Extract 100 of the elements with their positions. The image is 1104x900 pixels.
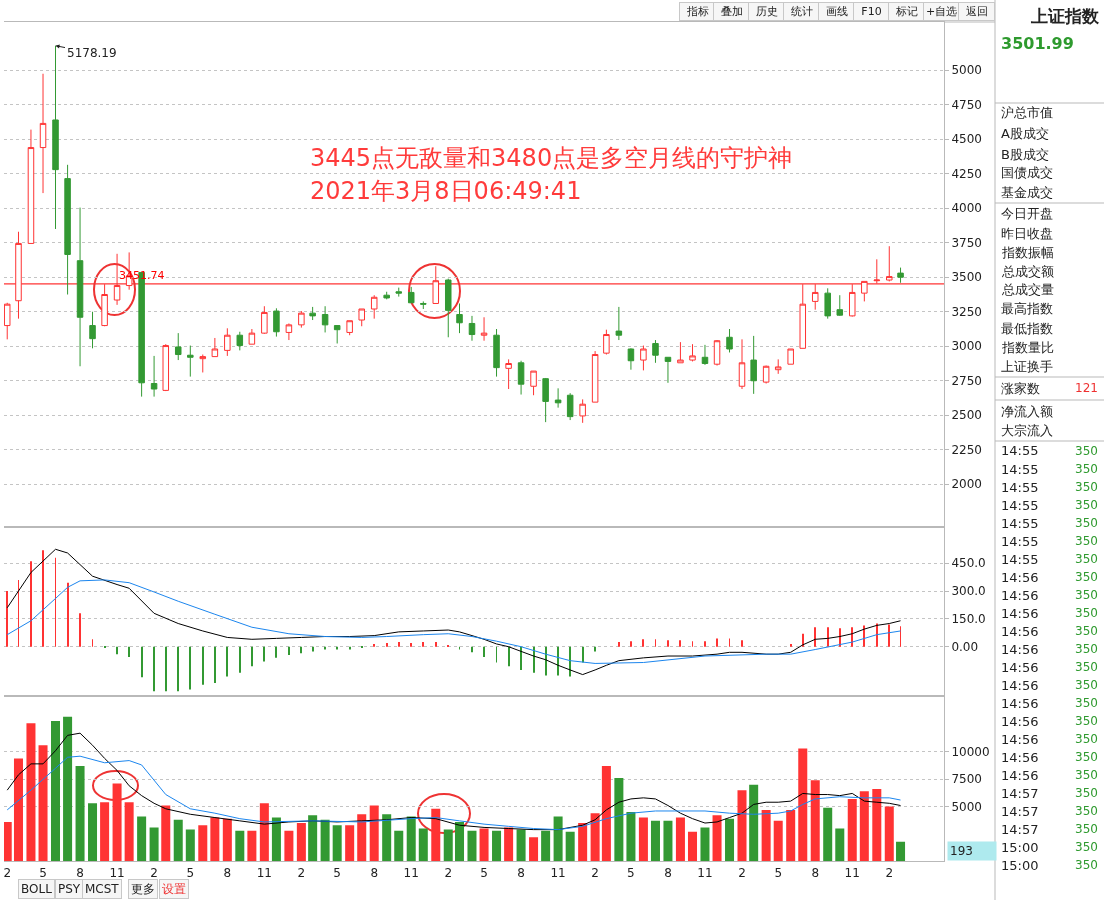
bar — [798, 748, 808, 862]
candlestick — [383, 291, 390, 300]
x-tick-label: 2 — [3, 865, 12, 880]
x-tick-label: 11 — [844, 865, 860, 880]
bar — [888, 624, 890, 647]
text: 昨日收盘 — [1001, 226, 1053, 241]
text: 350 — [1075, 570, 1098, 584]
bar — [479, 828, 489, 862]
text: 14:56 — [1001, 624, 1039, 639]
text: 350 — [1075, 822, 1098, 836]
candlestick — [640, 345, 647, 371]
candlestick — [407, 286, 415, 304]
candlestick — [187, 345, 194, 378]
candlestick — [432, 265, 440, 304]
x-tick-label: 8 — [811, 865, 820, 880]
annotation: 2021年3月8日06:49:41 — [310, 177, 582, 205]
candlestick — [309, 306, 316, 321]
candlestick — [799, 283, 807, 349]
line-series — [6, 548, 902, 676]
candlestick — [579, 398, 586, 424]
text: 15:00 — [1001, 840, 1039, 855]
candlestick — [468, 315, 476, 342]
x-tick-label: 5 — [39, 865, 47, 880]
bar — [189, 646, 191, 690]
bar — [373, 643, 375, 647]
bar — [679, 640, 681, 647]
bar — [614, 778, 624, 862]
candlestick — [248, 328, 256, 345]
bar — [810, 780, 820, 862]
y-tick-label: 3250 — [951, 304, 982, 319]
bar — [336, 646, 338, 650]
text: 14:57 — [1001, 822, 1039, 837]
text: 返回 — [965, 5, 988, 18]
y-tick-label: 3000 — [951, 339, 982, 354]
bar — [222, 818, 232, 862]
text: 350 — [1075, 696, 1098, 710]
bar — [177, 646, 179, 692]
text: 国债成交 — [1001, 165, 1053, 180]
text: 大宗流入 — [1001, 423, 1053, 438]
text: 14:55 — [1001, 480, 1039, 495]
candlestick — [886, 245, 893, 282]
bar — [38, 745, 48, 862]
bar — [67, 582, 69, 647]
text: 基金成交 — [1001, 185, 1053, 200]
bar — [26, 723, 36, 862]
candlestick — [444, 278, 452, 338]
bar — [284, 830, 294, 862]
candlestick — [101, 283, 108, 327]
text: 350 — [1075, 588, 1098, 602]
bar — [835, 828, 845, 862]
bar — [149, 827, 159, 862]
bar — [773, 820, 783, 862]
bar — [247, 830, 257, 862]
text: 350 — [1075, 678, 1098, 692]
candlestick — [738, 338, 746, 390]
text: 14:56 — [1001, 696, 1039, 711]
x-tick-label: 2 — [297, 865, 306, 880]
candlestick — [39, 73, 47, 194]
bar — [618, 642, 620, 647]
bar — [214, 646, 216, 683]
bar — [173, 819, 183, 862]
bar — [161, 805, 171, 862]
text: 350 — [1075, 786, 1098, 800]
text: 350 — [1075, 480, 1098, 494]
candlestick — [298, 310, 305, 329]
candlestick — [897, 267, 904, 284]
bar — [790, 643, 792, 647]
x-tick-label: 2 — [444, 865, 453, 880]
text: 350 — [1075, 858, 1098, 872]
text: 14:55 — [1001, 516, 1039, 531]
bar — [700, 827, 710, 862]
bar — [4, 821, 12, 862]
bar — [382, 814, 392, 862]
candlestick — [150, 355, 158, 398]
bar — [63, 716, 73, 862]
bar — [13, 758, 23, 862]
text: 14:55 — [1001, 443, 1039, 458]
candlestick — [505, 358, 512, 390]
bar — [492, 830, 502, 862]
candlestick — [701, 344, 709, 366]
candlestick — [836, 294, 844, 317]
text: 上证换手 — [1001, 359, 1053, 374]
candlestick — [726, 328, 733, 353]
text: 14:55 — [1001, 534, 1039, 549]
text: 14:57 — [1001, 786, 1039, 801]
text: 叠加 — [720, 5, 743, 18]
text: 14:56 — [1001, 678, 1039, 693]
x-tick-label: 11 — [256, 865, 272, 880]
x-tick-label: 5 — [627, 865, 635, 880]
candlestick — [273, 307, 280, 338]
line-series — [6, 579, 902, 664]
candlestick — [64, 164, 71, 296]
text: 14:55 — [1001, 498, 1039, 513]
candlestick — [664, 356, 672, 384]
text: B股成交 — [1001, 147, 1049, 162]
text: 14:55 — [1001, 552, 1039, 567]
x-tick-label: 5 — [480, 865, 488, 880]
text: 350 — [1075, 498, 1098, 512]
bar — [712, 815, 722, 862]
annotation: 5178.19 — [67, 46, 117, 60]
